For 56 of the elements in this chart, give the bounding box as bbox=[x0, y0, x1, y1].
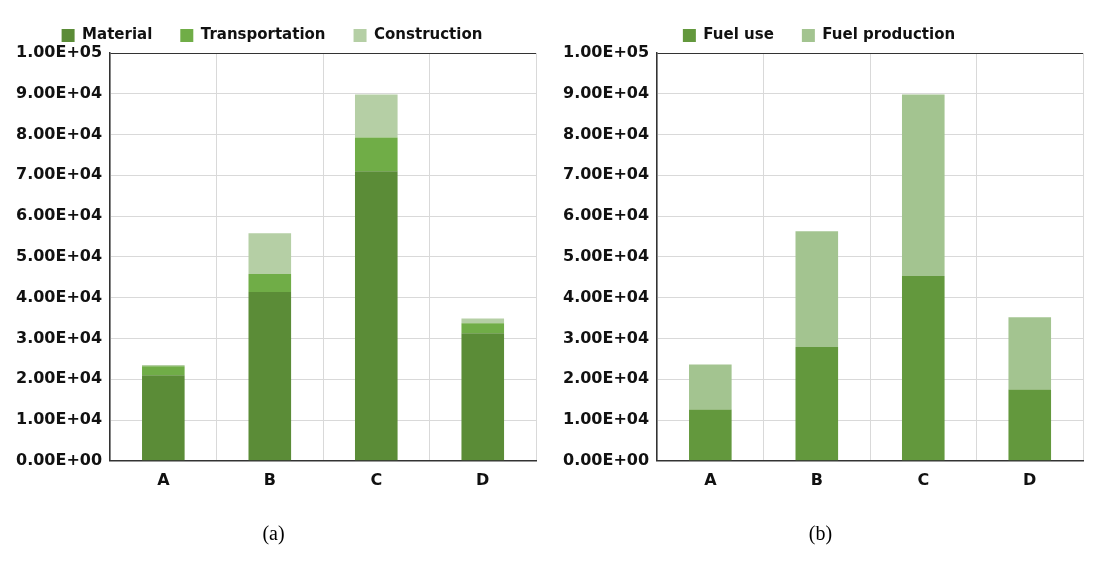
x-tick-label: B bbox=[810, 469, 823, 489]
legend-label: Material bbox=[81, 25, 152, 44]
y-tick-label: 7.00E+04 bbox=[562, 164, 649, 184]
x-tick-label: C bbox=[369, 469, 382, 489]
y-tick-label: 3.00E+04 bbox=[15, 327, 102, 347]
y-tick-label: 7.00E+04 bbox=[15, 164, 102, 184]
y-tick-label: 8.00E+04 bbox=[562, 123, 649, 143]
bar bbox=[141, 375, 185, 461]
bar bbox=[795, 231, 838, 348]
bar bbox=[248, 233, 291, 275]
bar bbox=[248, 274, 291, 292]
y-tick-label: 8.00E+04 bbox=[15, 123, 102, 143]
y-tick-label: 9.00E+04 bbox=[15, 82, 102, 102]
bar bbox=[460, 318, 504, 324]
bar bbox=[1007, 389, 1051, 461]
legend-label: Construction bbox=[373, 25, 482, 44]
y-tick-label: 0.00E+00 bbox=[562, 449, 649, 469]
legend-label: Fuel use bbox=[702, 25, 774, 44]
y-tick-label: 1.00E+04 bbox=[562, 409, 649, 429]
bar bbox=[141, 366, 185, 376]
legend-label: Fuel production bbox=[821, 25, 955, 44]
x-tick-label: A bbox=[703, 469, 717, 489]
y-tick-label: 0.00E+00 bbox=[15, 449, 102, 469]
bar bbox=[688, 364, 732, 410]
y-tick-label: 1.00E+05 bbox=[15, 42, 102, 62]
bar bbox=[354, 171, 398, 461]
bar bbox=[795, 347, 838, 461]
y-tick-label: 3.00E+04 bbox=[562, 327, 649, 347]
x-tick-label: C bbox=[916, 469, 929, 489]
y-tick-label: 4.00E+04 bbox=[15, 286, 102, 306]
y-tick-label: 2.00E+04 bbox=[15, 368, 102, 388]
y-tick-label: 6.00E+04 bbox=[562, 205, 649, 225]
bar bbox=[354, 137, 398, 172]
bar bbox=[354, 94, 398, 138]
y-tick-label: 1.00E+04 bbox=[15, 409, 102, 429]
bar bbox=[901, 94, 945, 277]
x-tick-label: D bbox=[1022, 469, 1036, 489]
y-tick-label: 6.00E+04 bbox=[15, 205, 102, 225]
legend-label: Transportation bbox=[200, 25, 326, 44]
y-tick-label: 5.00E+04 bbox=[15, 246, 102, 266]
x-tick-label: B bbox=[263, 469, 276, 489]
bar bbox=[1007, 317, 1051, 390]
y-tick-label: 9.00E+04 bbox=[562, 82, 649, 102]
bar bbox=[688, 409, 732, 461]
y-tick-label: 4.00E+04 bbox=[562, 286, 649, 306]
x-tick-label: A bbox=[156, 469, 170, 489]
bar bbox=[460, 323, 504, 334]
y-tick-label: 5.00E+04 bbox=[562, 246, 649, 266]
text: (a) bbox=[262, 522, 285, 545]
x-tick-label: D bbox=[475, 469, 489, 489]
y-tick-label: 2.00E+04 bbox=[562, 368, 649, 388]
bar bbox=[248, 291, 291, 461]
y-tick-label: 1.00E+05 bbox=[562, 42, 649, 62]
bar bbox=[460, 333, 504, 461]
bar bbox=[901, 276, 945, 461]
text: (b) bbox=[808, 522, 833, 545]
